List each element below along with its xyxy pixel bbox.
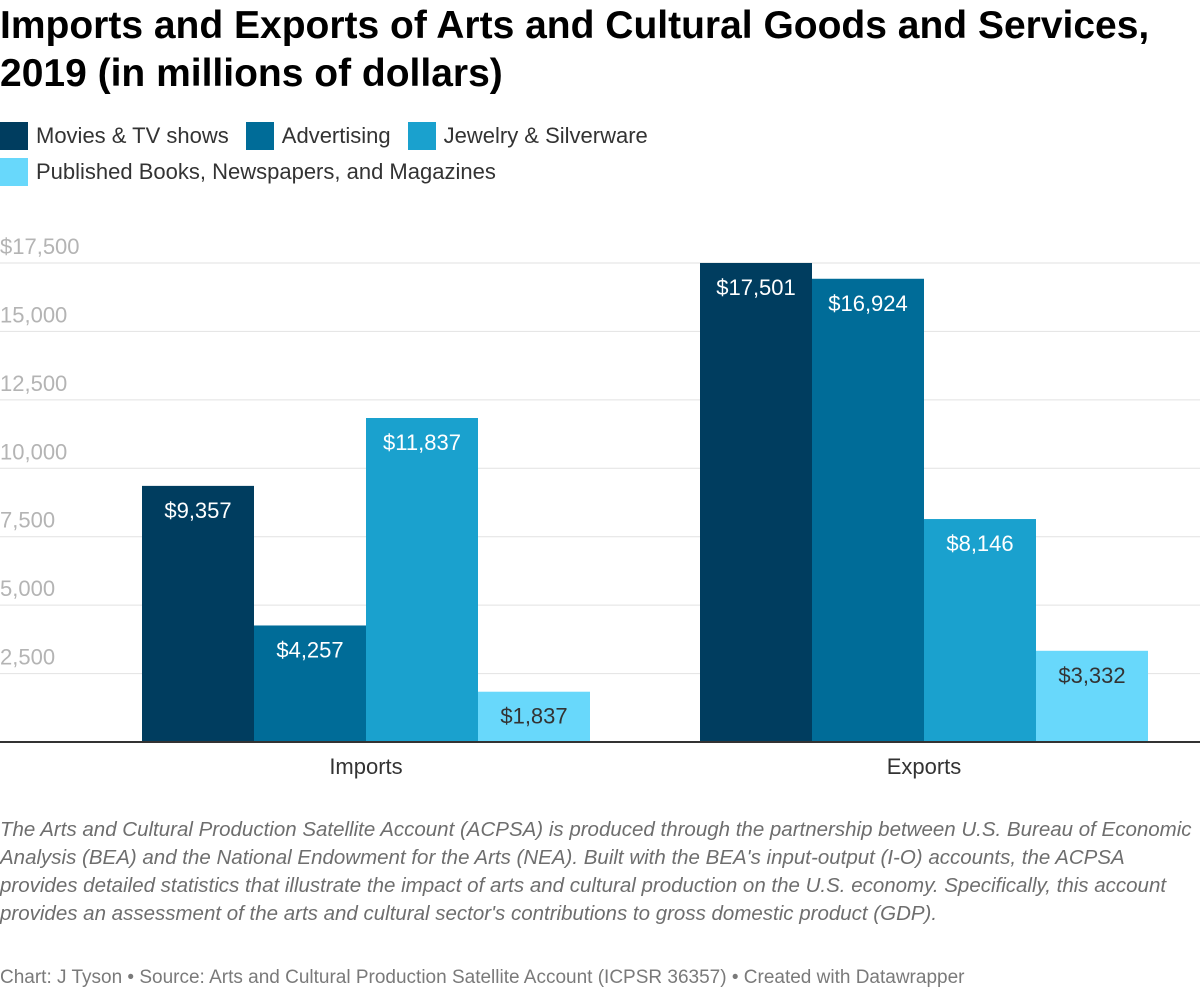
bar [142, 485, 254, 742]
legend-label-published: Published Books, Newspapers, and Magazin… [36, 159, 496, 184]
legend-row-2: Published Books, Newspapers, and Magazin… [0, 154, 1190, 190]
chart-notes: The Arts and Cultural Production Satelli… [0, 818, 1192, 925]
y-tick-label: 7,500 [0, 508, 55, 533]
bar-value-label: $16,924 [828, 291, 908, 316]
legend-swatch-published [0, 158, 28, 186]
legend-item-jewelry: Jewelry & Silverware [407, 122, 648, 150]
legend-label-jewelry: Jewelry & Silverware [443, 123, 648, 148]
bar-chart: $17,500 15,000 12,500 10,000 7,500 5,000 2,500… [0, 234, 1200, 779]
bar-value-label: $9,357 [164, 498, 231, 523]
bar [254, 625, 366, 742]
legend-item-published: Published Books, Newspapers, and Magazin… [0, 158, 496, 186]
bar [812, 278, 924, 742]
bar [478, 691, 590, 742]
x-category-label: Imports [329, 754, 402, 779]
y-tick-label: $17,500 [0, 234, 80, 259]
bar-value-label: $17,501 [716, 275, 796, 300]
chart-footer: Chart: J Tyson • Source: Arts and Cultur… [0, 967, 965, 988]
legend-label-movies: Movies & TV shows [36, 123, 229, 148]
bar-value-label: $11,837 [383, 430, 461, 455]
y-tick-label: 12,500 [0, 371, 67, 396]
bar [924, 519, 1036, 742]
bar-value-label: $1,837 [500, 704, 567, 729]
bar [366, 418, 478, 742]
x-category-label: Exports [887, 754, 962, 779]
bar-value-label: $8,146 [946, 531, 1013, 556]
legend-item-advertising: Advertising [245, 122, 391, 150]
legend-item-movies: Movies & TV shows [0, 122, 229, 150]
legend-row-1: Movies & TV shows Advertising Jewelry & … [0, 118, 1190, 154]
legend-swatch-jewelry [407, 122, 436, 150]
bar-value-label: $3,332 [1058, 663, 1125, 688]
y-tick-label: 15,000 [0, 302, 67, 327]
legend: Movies & TV shows Advertising Jewelry & … [0, 118, 1190, 190]
y-tick-label: 2,500 [0, 645, 55, 670]
y-tick-label: 10,000 [0, 439, 67, 464]
bar [700, 262, 812, 742]
bar [1036, 650, 1148, 742]
bar-value-label: $4,257 [276, 637, 343, 662]
legend-swatch-advertising [245, 122, 274, 150]
legend-swatch-movies [0, 122, 28, 150]
y-tick-label: 5,000 [0, 576, 55, 601]
legend-label-advertising: Advertising [281, 123, 391, 148]
chart-title: Imports and Exports of Arts and Cultural… [0, 4, 1150, 95]
